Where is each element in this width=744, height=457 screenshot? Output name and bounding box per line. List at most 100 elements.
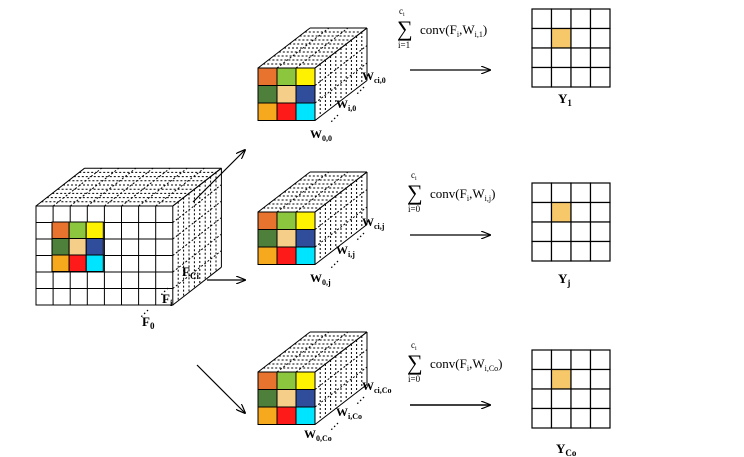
filter-cell [257,371,278,390]
output-label-yj: Yj [558,271,570,288]
output-cell [550,407,572,429]
input-cell [85,254,104,272]
filter-cell [295,406,316,425]
input-label-f0: F0 [142,314,155,331]
output-highlight-cell [550,27,572,49]
output-highlight-cell [550,201,572,223]
output-cell [531,368,553,390]
filter-j-label-w0: W0,j [310,271,331,287]
filter-cell [276,211,297,230]
filter-row-co: Wci,Co Wi,Co W0,Co ci ∑ i=0 conv(Fi,Wi,C… [257,331,611,457]
output-cell [550,8,572,30]
filter-cell [276,371,297,390]
output-cell [570,182,592,204]
input-label-fi: Fi [162,291,173,308]
filter-cell [276,102,297,121]
formula-1-upper-limit: ci [399,6,405,18]
output-cell [589,182,611,204]
formula-co-sigma: ∑ [407,350,423,375]
input-feature-cube: FCi Fi F0 [35,167,222,331]
filter-cell [276,406,297,425]
output-cell [550,182,572,204]
output-cell [570,221,592,243]
filter-cell [276,246,297,265]
output-cell [531,201,553,223]
filter-cell [276,389,297,408]
output-cell [589,201,611,223]
output-cell [589,240,611,262]
output-cell [531,221,553,243]
formula-1-lower-limit: i=1 [398,40,410,50]
formula-1-sigma: ∑ [397,16,413,41]
output-cell [589,8,611,30]
input-cell [68,254,87,272]
formula-1-conv: conv(Fi,Wi,1) [420,22,487,39]
filter-cube-1-colored-cells [257,67,316,121]
output-cell [589,349,611,371]
output-grid-j [531,182,611,262]
filter-cell [295,389,316,408]
output-cell [531,47,553,69]
formula-1: ci ∑ i=1 conv(Fi,Wi,1) [397,6,487,50]
input-cell [51,238,70,256]
output-cell [570,388,592,410]
filter-j-label-wi: Wi,j [336,243,355,259]
filter-1-label-w0: W0,0 [310,127,332,143]
input-to-filter-arrows [192,150,245,413]
formula-j-conv: conv(Fi,Wi,j) [430,186,495,203]
filter-cell [295,102,316,121]
output-cell [589,407,611,429]
output-cell [550,349,572,371]
filter-cell [257,211,278,230]
output-grid-co [531,349,611,429]
output-cell [550,47,572,69]
filter-co-label-w0: W0,Co [304,427,332,443]
output-cell [531,349,553,371]
filter-cell [295,246,316,265]
output-cell [550,221,572,243]
filter-j-label-wci: Wci,j [362,215,385,231]
formula-j: ci ∑ i=0 conv(Fi,Wi,j) [407,170,495,214]
filter-cell [276,85,297,104]
output-cell [531,27,553,49]
input-cell [51,221,70,239]
output-cell [570,368,592,390]
output-cell [531,407,553,429]
filter-1-label-wci: Wci,0 [362,69,386,85]
filter-cell [257,246,278,265]
input-cell [85,221,104,239]
output-cell [589,388,611,410]
filter-cell [295,371,316,390]
output-grid-1 [531,8,611,88]
input-channel-dots [139,287,169,319]
input-cell [85,238,104,256]
formula-co-conv: conv(Fi,Wi,Co) [430,356,503,373]
formula-j-lower-limit: i=0 [408,204,421,214]
filter-cell [295,229,316,248]
filter-cube-j-colored-cells [257,211,316,265]
formula-j-upper-limit: ci [411,170,417,182]
input-cell [68,221,87,239]
output-cell [570,240,592,262]
input-cube-grid [35,167,222,306]
input-cell [68,238,87,256]
filter-row-j: Wci,j Wi,j W0,j ci ∑ i=0 conv(Fi,Wi,j) Y… [257,170,611,288]
output-cell [550,66,572,88]
formula-co: ci ∑ i=0 conv(Fi,Wi,Co) [407,340,503,384]
output-cell [570,349,592,371]
output-cell [570,27,592,49]
formula-co-upper-limit: ci [411,340,417,352]
output-cell [589,47,611,69]
output-cell [550,240,572,262]
filter-cell [276,229,297,248]
formula-j-sigma: ∑ [407,180,423,205]
output-cell [531,66,553,88]
input-cell [51,254,70,272]
filter-co-label-wci: Wci,Co [362,379,392,395]
formula-co-lower-limit: i=0 [408,374,421,384]
arrow-to-filter-co [196,364,245,413]
output-cell [531,388,553,410]
filter-1-label-wi: Wi,0 [336,97,356,113]
arrow-to-filter-1 [192,150,245,203]
